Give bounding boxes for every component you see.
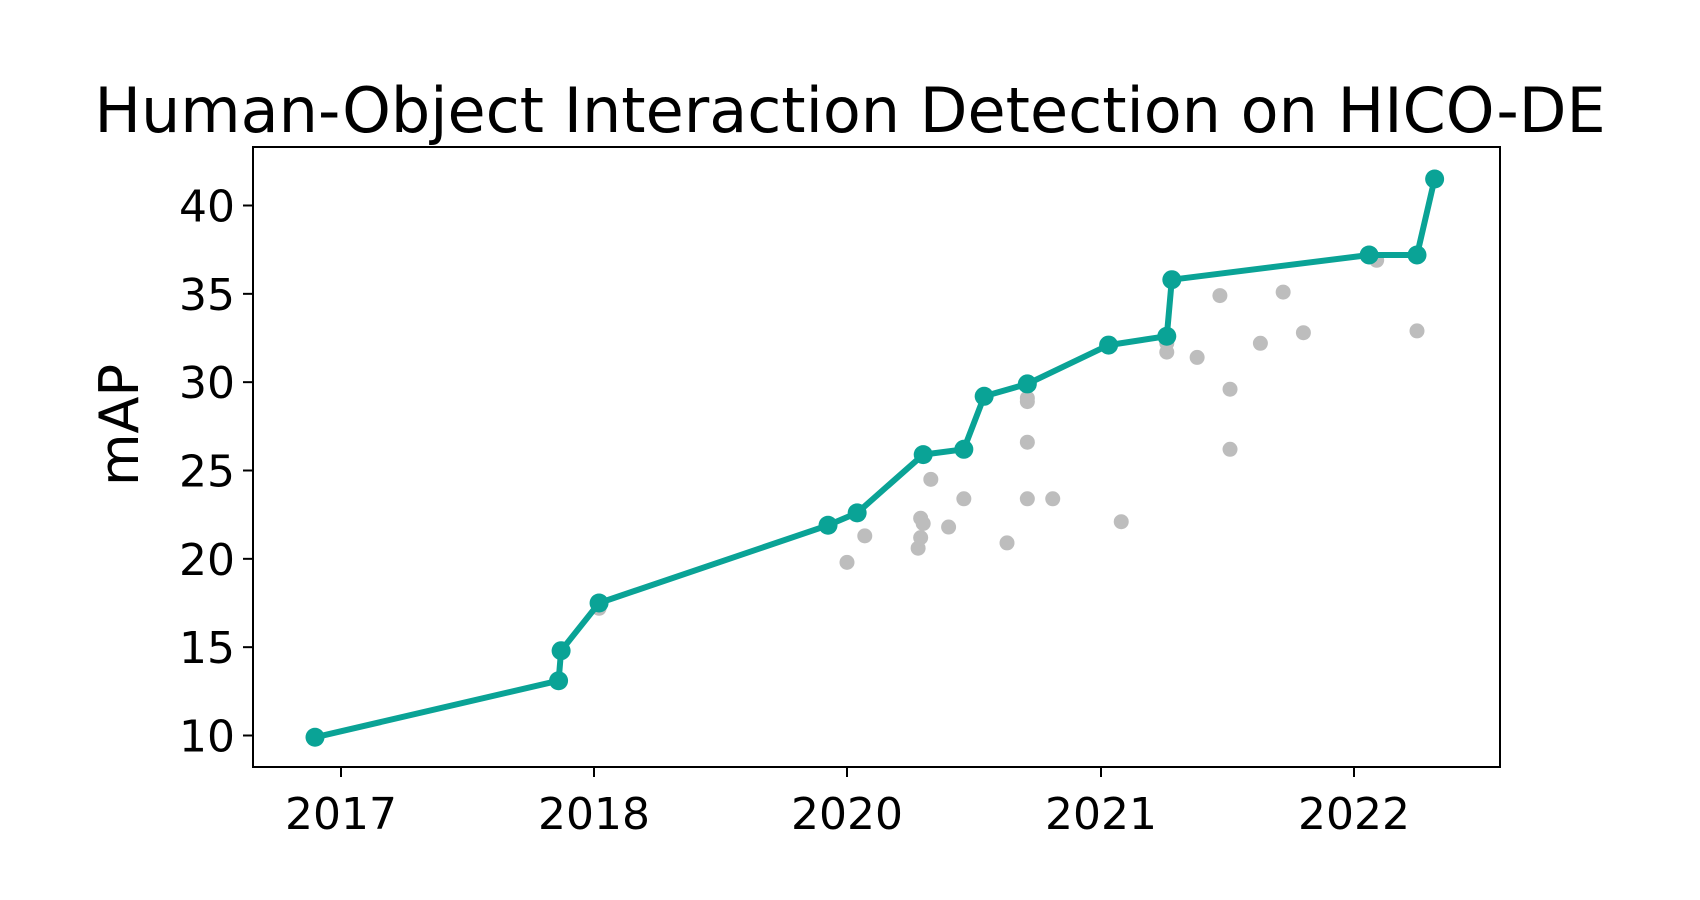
frontier-point: [1407, 245, 1427, 265]
other-point: [1019, 394, 1035, 410]
y-axis: 10 15 20 25 30 35 40: [179, 182, 253, 763]
x-tick-label: 2018: [538, 789, 650, 840]
other-point: [1212, 288, 1228, 304]
y-tick-label: 10: [179, 712, 235, 763]
frontier-point: [1162, 270, 1182, 290]
other-point: [913, 530, 929, 546]
y-tick-label: 20: [179, 535, 235, 586]
other-point: [956, 491, 972, 507]
frontier-point: [818, 515, 838, 535]
frontier-point: [549, 671, 569, 691]
other-point: [1275, 284, 1291, 300]
frontier-point: [305, 727, 325, 747]
other-point: [857, 528, 873, 544]
other-point: [923, 471, 939, 487]
frontier-point: [974, 386, 994, 406]
x-axis: 2017 2018 2020 2021 2022: [285, 767, 1410, 840]
frontier-point: [913, 445, 933, 465]
y-tick-label: 30: [179, 358, 235, 409]
other-point: [1113, 514, 1129, 530]
other-point: [1189, 349, 1205, 365]
frontier-point: [1425, 169, 1445, 189]
frontier-point: [589, 593, 609, 613]
other-point: [1019, 491, 1035, 507]
other-point: [915, 516, 931, 531]
other-point: [1222, 381, 1238, 397]
frontier-series: [305, 169, 1445, 747]
frontier-line: [312, 176, 1438, 741]
x-tick-label: 2017: [285, 789, 397, 840]
frontier-point: [1359, 245, 1379, 265]
frontier-point: [551, 641, 571, 661]
y-tick-label: 40: [179, 182, 235, 233]
other-point: [839, 554, 855, 570]
other-point: [1222, 441, 1238, 457]
other-point: [999, 535, 1015, 551]
other-point: [1252, 335, 1268, 351]
y-tick-label: 15: [179, 623, 235, 674]
other-point: [1019, 434, 1035, 450]
y-axis-label: mAP: [88, 364, 151, 486]
other-point: [1295, 325, 1311, 341]
x-tick-label: 2022: [1298, 789, 1410, 840]
y-tick-label: 25: [179, 447, 235, 498]
other-point: [941, 519, 957, 535]
x-tick-label: 2021: [1045, 789, 1157, 840]
frontier-point: [1099, 335, 1119, 355]
other-point: [1409, 323, 1425, 339]
x-tick-label: 2020: [791, 789, 903, 840]
y-tick-label: 35: [179, 270, 235, 321]
frontier-point: [1157, 326, 1177, 346]
frontier-point: [1017, 374, 1037, 394]
frontier-point: [954, 439, 974, 459]
other-points-group: [591, 252, 1425, 616]
other-point: [1045, 491, 1061, 507]
chart-title: Human-Object Interaction Detection on HI…: [94, 74, 1605, 147]
frontier-point: [847, 503, 867, 523]
plot-frame: [252, 146, 1501, 768]
